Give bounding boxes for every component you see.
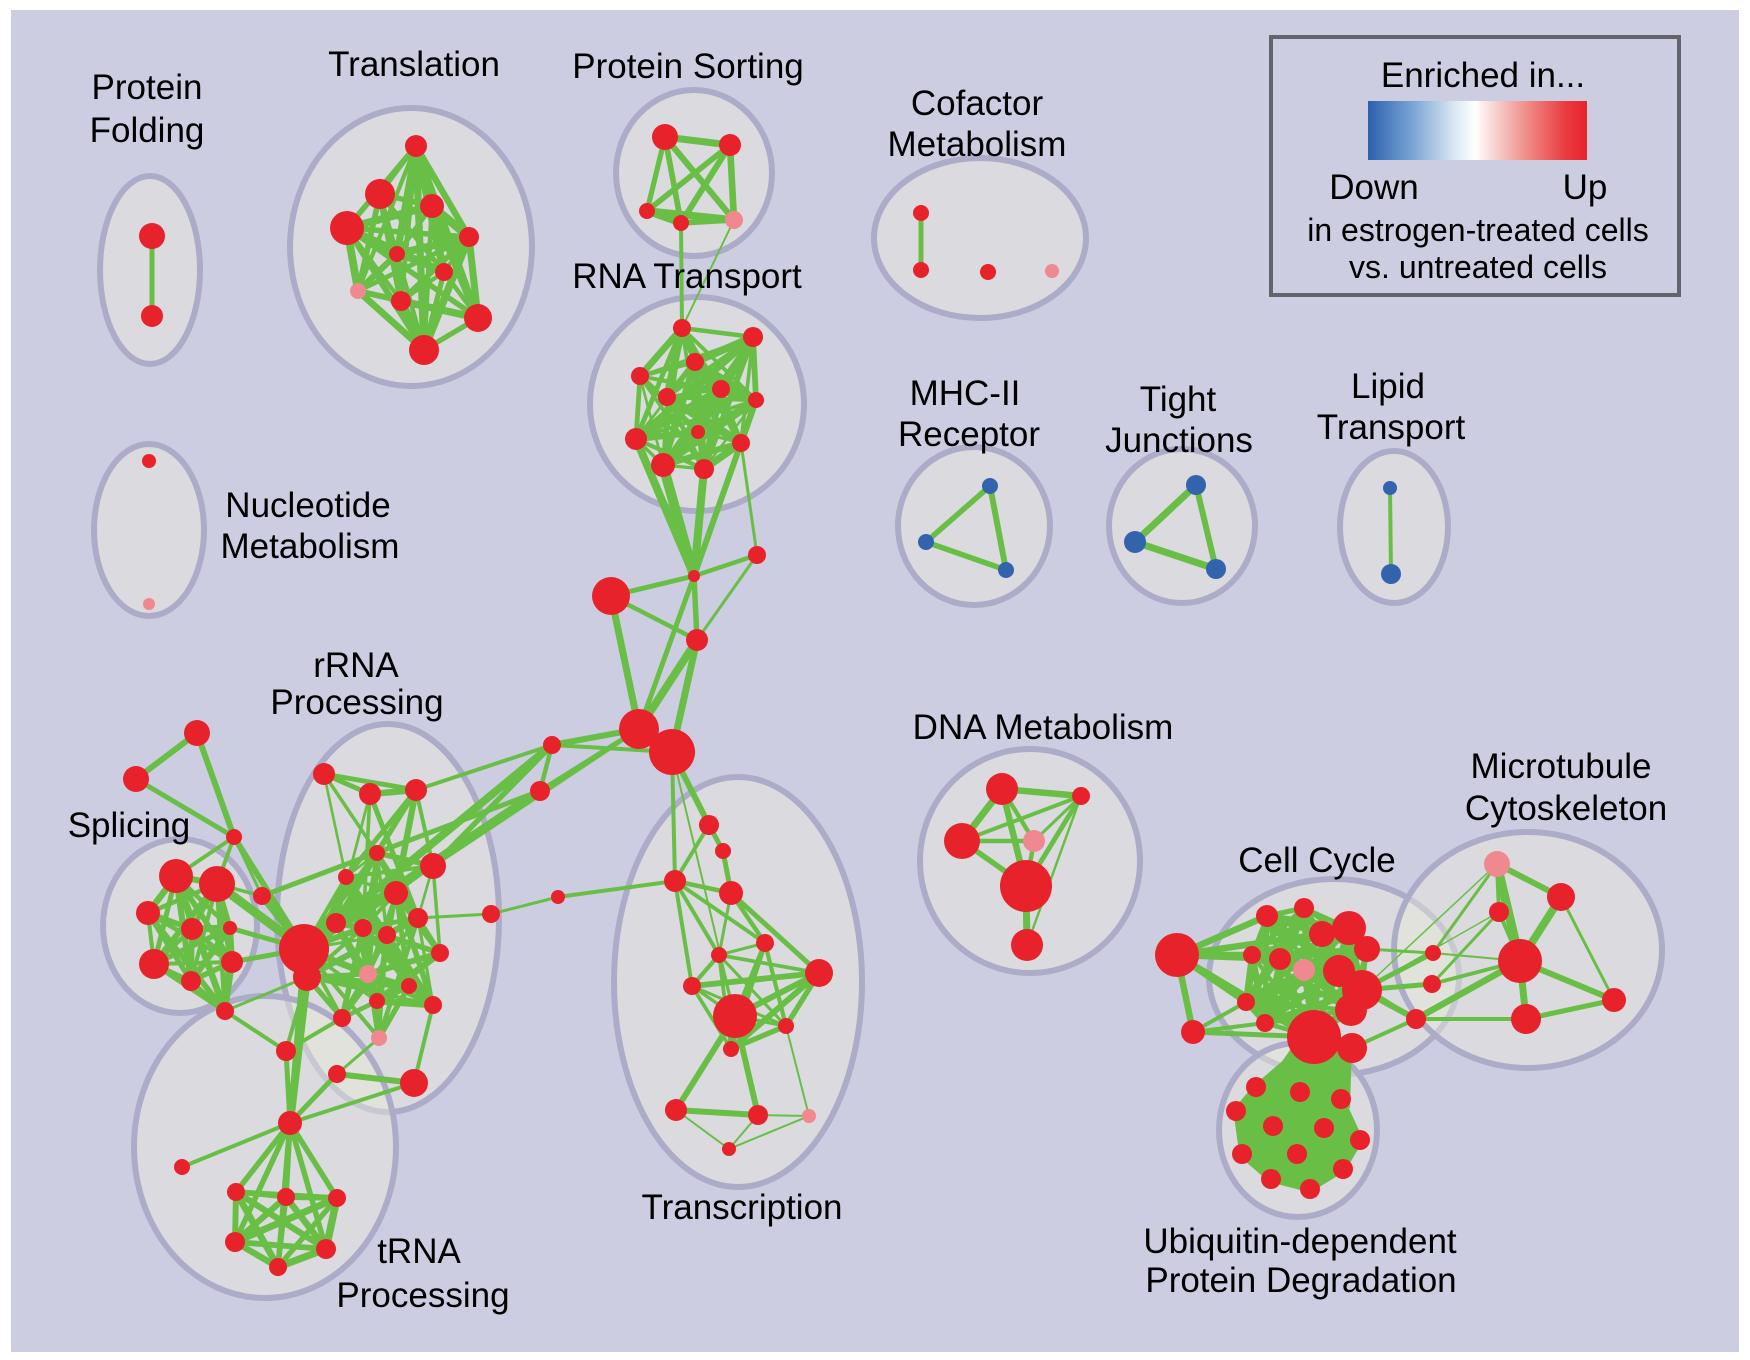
svg-text:Translation: Translation <box>328 45 500 84</box>
svg-text:Transport: Transport <box>1317 408 1466 447</box>
svg-text:Cofactor: Cofactor <box>911 84 1044 123</box>
svg-text:MHC-II: MHC-II <box>910 374 1021 413</box>
svg-text:rRNA: rRNA <box>313 646 399 685</box>
svg-text:Down: Down <box>1329 168 1418 207</box>
svg-text:Enriched in...: Enriched in... <box>1381 56 1585 95</box>
svg-text:Ubiquitin-dependent: Ubiquitin-dependent <box>1143 1222 1457 1261</box>
svg-text:Receptor: Receptor <box>898 415 1040 454</box>
svg-text:Up: Up <box>1563 168 1608 207</box>
svg-text:Junctions: Junctions <box>1105 421 1253 460</box>
svg-text:Microtubule: Microtubule <box>1471 747 1652 786</box>
svg-text:Protein Sorting: Protein Sorting <box>572 47 804 86</box>
svg-text:in estrogen-treated cells: in estrogen-treated cells <box>1307 212 1649 248</box>
svg-text:Processing: Processing <box>336 1276 509 1315</box>
svg-text:Metabolism: Metabolism <box>221 527 400 566</box>
svg-text:Nucleotide: Nucleotide <box>225 486 390 525</box>
svg-text:Tight: Tight <box>1140 380 1217 419</box>
svg-text:Folding: Folding <box>90 111 205 150</box>
svg-text:Protein Degradation: Protein Degradation <box>1145 1261 1456 1300</box>
svg-text:Metabolism: Metabolism <box>888 125 1067 164</box>
svg-text:DNA Metabolism: DNA Metabolism <box>913 708 1174 747</box>
svg-text:tRNA: tRNA <box>377 1232 461 1271</box>
svg-text:RNA Transport: RNA Transport <box>572 257 802 296</box>
svg-text:Cytoskeleton: Cytoskeleton <box>1465 789 1667 828</box>
svg-text:Processing: Processing <box>270 683 443 722</box>
svg-text:Transcription: Transcription <box>642 1188 843 1227</box>
svg-text:vs. untreated cells: vs. untreated cells <box>1349 249 1607 285</box>
svg-text:Protein: Protein <box>92 68 203 107</box>
svg-text:Lipid: Lipid <box>1351 367 1425 406</box>
svg-text:Cell Cycle: Cell Cycle <box>1238 841 1396 880</box>
svg-text:Splicing: Splicing <box>68 806 191 845</box>
